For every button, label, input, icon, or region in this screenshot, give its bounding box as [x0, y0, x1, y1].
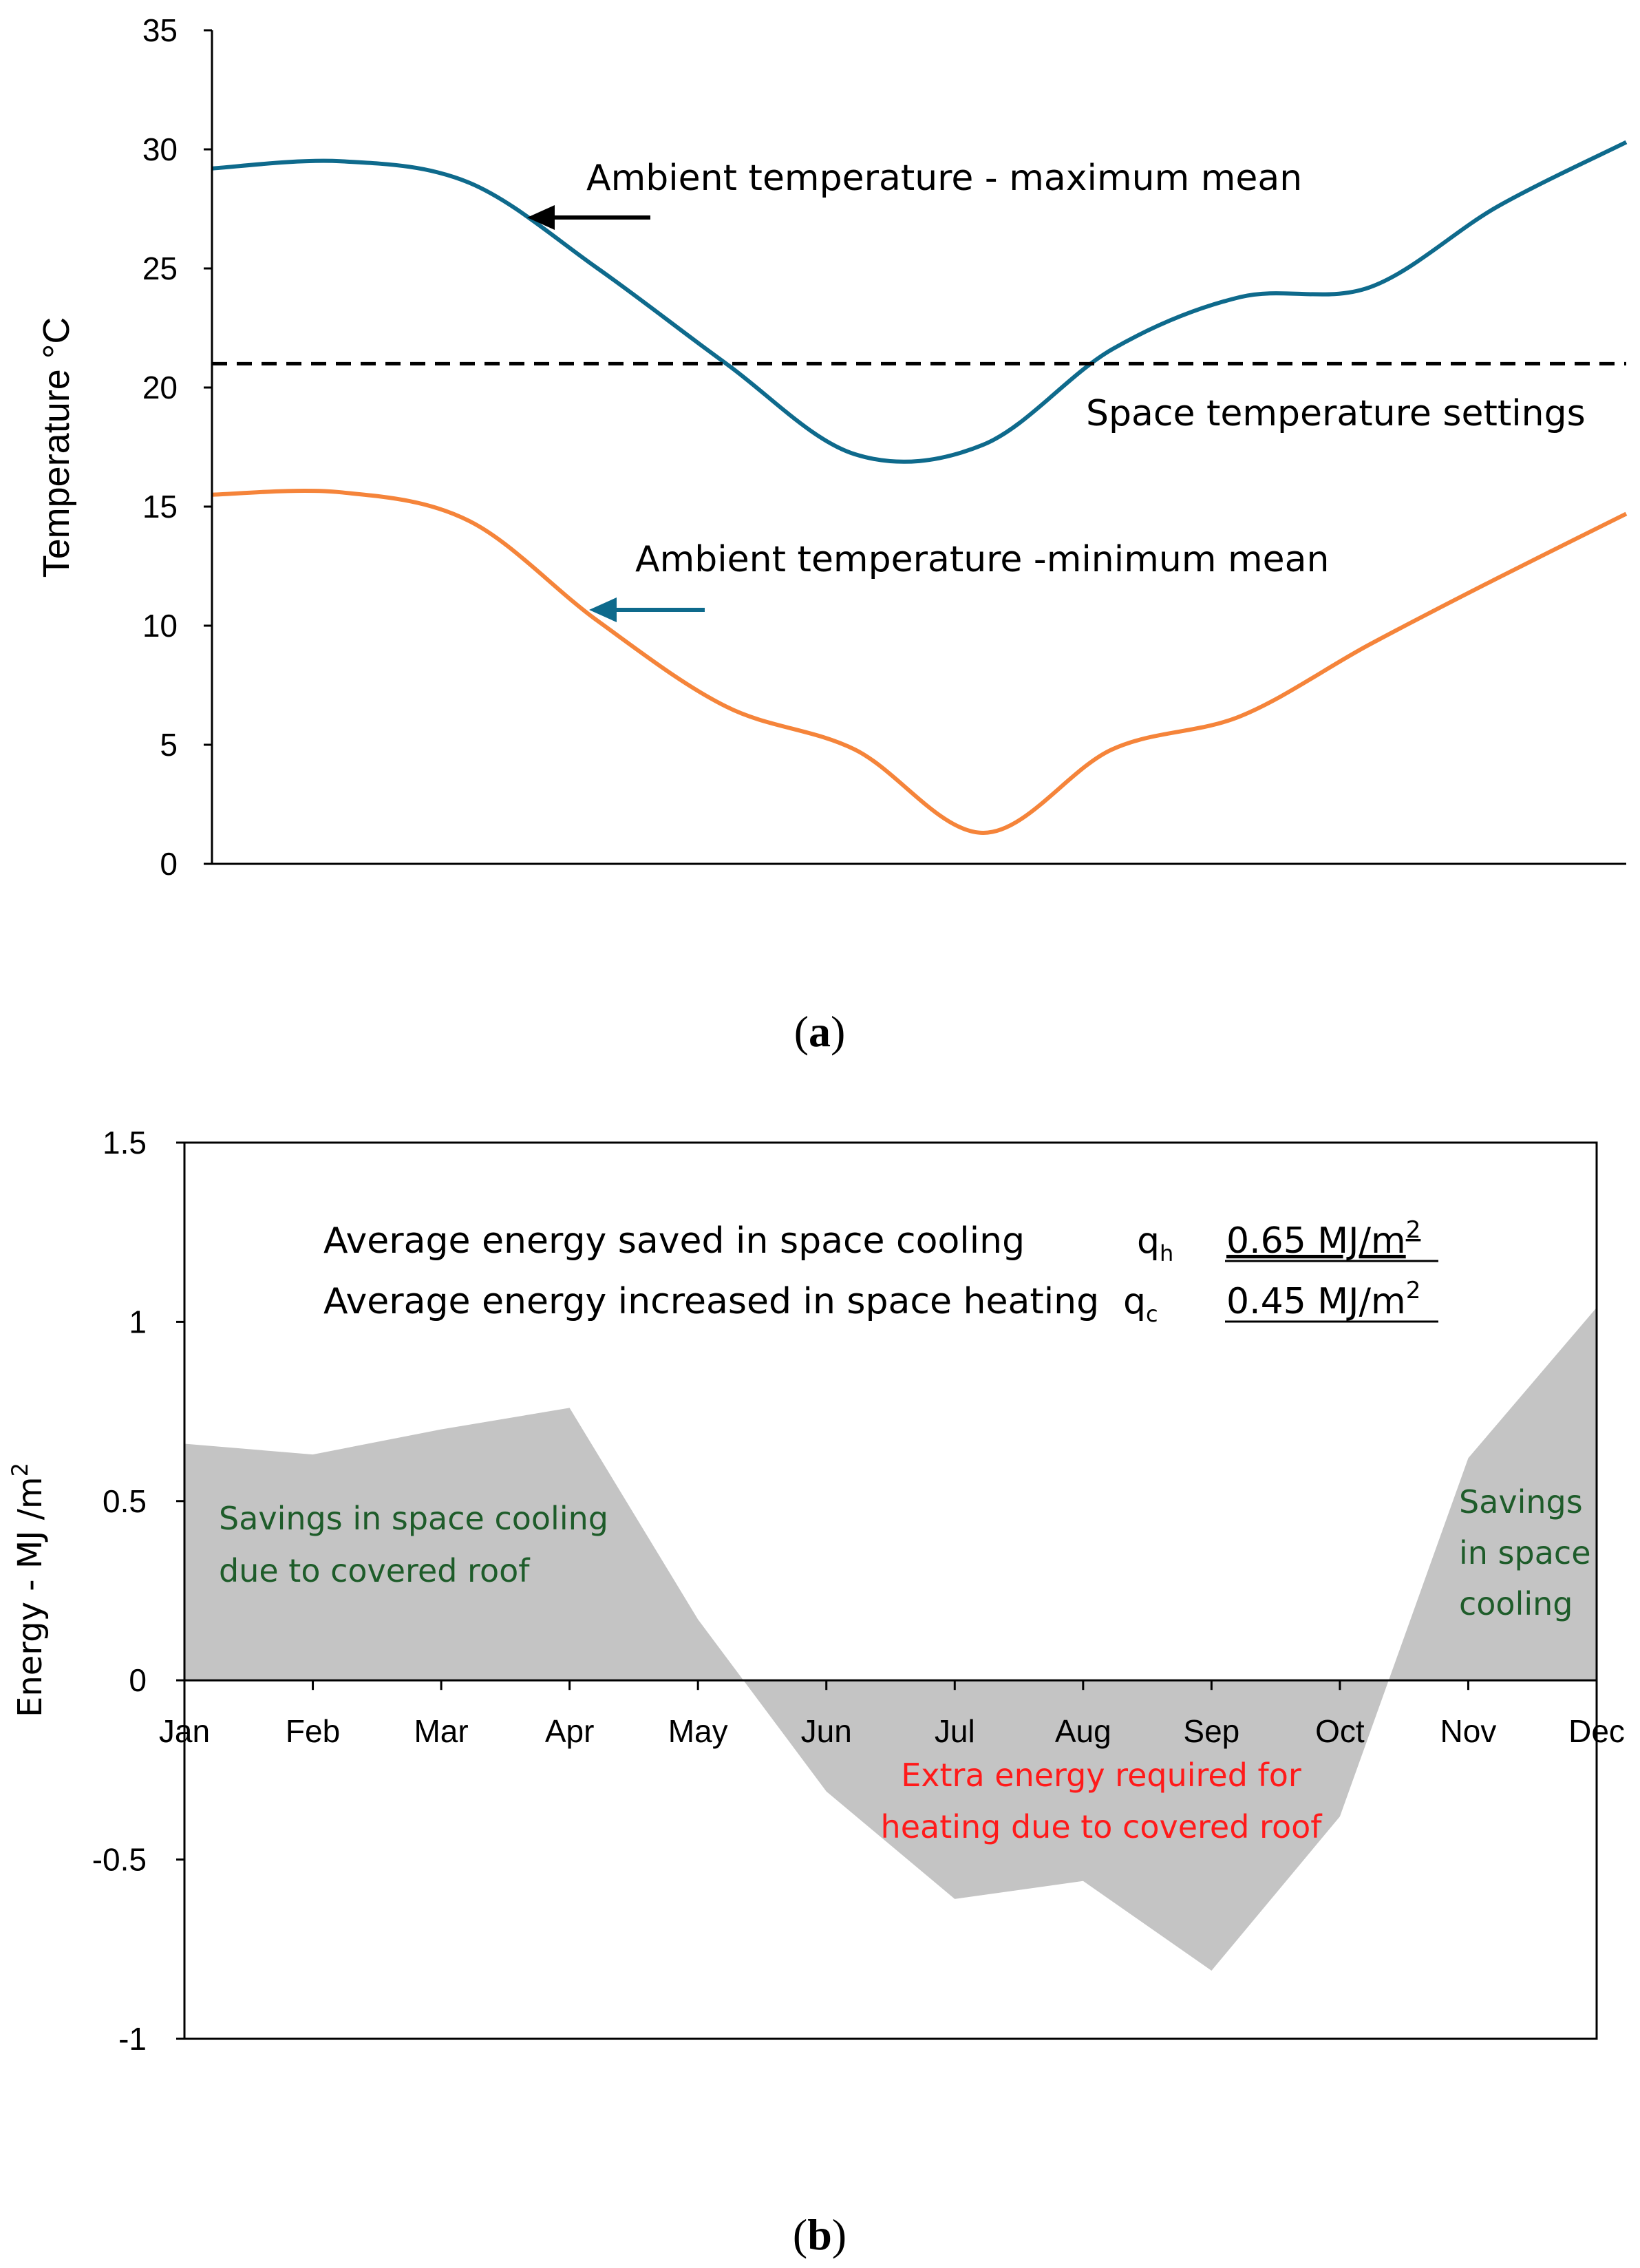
panel-label-b: (b): [793, 2210, 846, 2259]
x-tick-label: Dec: [1568, 1713, 1625, 1749]
label-avg-heating: Average energy increased in space heatin…: [323, 1281, 1099, 1322]
label-savings-right-3: cooling: [1459, 1585, 1573, 1622]
label-max-mean: Ambient temperature - maximum mean: [586, 158, 1302, 199]
label-savings-left-2: due to covered roof: [219, 1552, 531, 1589]
y-tick-label: 0: [129, 1662, 147, 1698]
label-qc-symbol: qc: [1123, 1281, 1158, 1327]
y-tick-label: 5: [160, 727, 178, 763]
x-tick-label: Oct: [1315, 1713, 1365, 1749]
x-tick-label: Feb: [286, 1713, 340, 1749]
series-line-min-mean: [211, 489, 1628, 836]
y-tick-label: 0.5: [103, 1483, 147, 1519]
x-tick-label: May: [668, 1713, 728, 1749]
chart-a-y-ticks: 0 5 10 15 20 25 30 35: [142, 12, 212, 882]
y-tick-label: 35: [142, 12, 178, 48]
chart-b-x-ticks: Jan Feb Mar Apr May Jun Jul Aug Sep Oct Nov Dec: [159, 1680, 1625, 1749]
chart-a-y-label: Temperature °C: [36, 317, 77, 578]
x-tick-label: Jun: [801, 1713, 852, 1749]
label-heating-value: 0.45 MJ/m2: [1226, 1277, 1420, 1322]
label-extra-energy-2: heating due to covered roof: [881, 1808, 1323, 1845]
chart-b-plot-frame: [183, 1141, 1598, 2040]
x-tick-label: Nov: [1440, 1713, 1497, 1749]
chart-b: -1 -0.5 0 0.5 1 1.5 Jan Feb Mar Apr May Jun Jul Aug S…: [7, 1125, 1625, 2259]
y-tick-label: 30: [142, 131, 178, 167]
label-avg-cooling: Average energy saved in space cooling: [323, 1220, 1025, 1262]
label-cooling-value: 0.65 MJ/m2: [1226, 1216, 1420, 1262]
label-savings-right-1: Savings: [1459, 1483, 1583, 1520]
label-space-setpoint: Space temperature settings: [1086, 393, 1586, 434]
chart-b-y-ticks: -1 -0.5 0 0.5 1 1.5: [92, 1125, 184, 2057]
x-tick-label: Aug: [1055, 1713, 1111, 1749]
energy-area: [184, 1307, 1597, 1971]
x-tick-label: Mar: [414, 1713, 468, 1749]
y-tick-label: 25: [142, 251, 178, 286]
panel-label-a: (a): [794, 1007, 846, 1056]
label-savings-left-1: Savings in space cooling: [219, 1500, 608, 1537]
label-qh-symbol: qh: [1137, 1220, 1173, 1267]
y-tick-label: 0: [160, 846, 178, 882]
chart-b-y-label: Energy - MJ /m2: [7, 1463, 50, 1717]
y-tick-label: 1: [129, 1304, 147, 1339]
series-line-max-mean: [211, 140, 1628, 464]
x-tick-label: Sep: [1183, 1713, 1239, 1749]
label-savings-right-2: in space: [1459, 1534, 1591, 1571]
y-tick-label: 10: [142, 608, 178, 644]
arrow-max-mean: [527, 205, 650, 230]
label-min-mean: Ambient temperature -minimum mean: [635, 539, 1329, 580]
x-tick-label: Jan: [159, 1713, 210, 1749]
y-tick-label: 20: [142, 370, 178, 405]
label-extra-energy-1: Extra energy required for: [901, 1757, 1301, 1794]
y-tick-label: 15: [142, 489, 178, 524]
chart-a: 0 5 10 15 20 25 30 35 Ambient temperature - max…: [36, 12, 1628, 1056]
x-tick-label: Apr: [545, 1713, 595, 1749]
arrow-min-mean: [589, 597, 705, 622]
y-tick-label: 1.5: [103, 1125, 147, 1161]
y-tick-label: -1: [118, 2021, 147, 2057]
x-tick-label: Jul: [935, 1713, 975, 1749]
y-tick-label: -0.5: [92, 1842, 147, 1878]
